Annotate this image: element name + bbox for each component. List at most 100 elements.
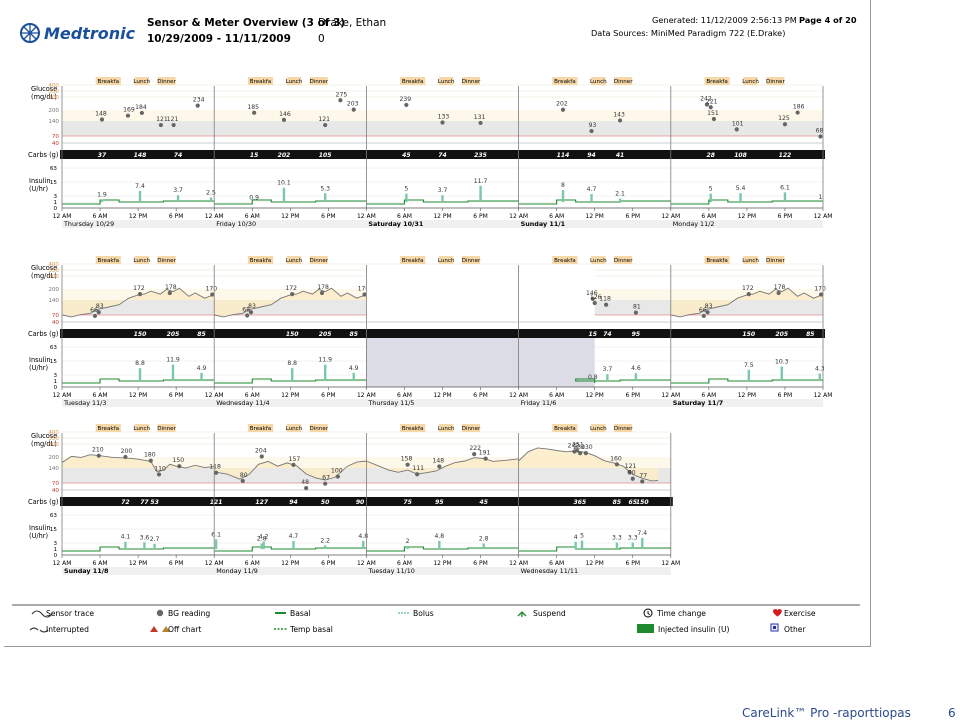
day-label-strip bbox=[214, 399, 367, 407]
carbs-value: 85 bbox=[613, 499, 621, 506]
glucose-axis-label: Glucose bbox=[31, 432, 57, 440]
bg-reading-point bbox=[156, 472, 162, 477]
time-tick-label: 12 AM bbox=[205, 560, 224, 567]
bg-reading-label: 172 bbox=[133, 285, 145, 292]
meal-label-bg bbox=[95, 424, 121, 432]
bg-reading-point bbox=[148, 458, 153, 463]
insulin-tick-label: 0 bbox=[53, 553, 57, 559]
bolus-bar bbox=[262, 541, 265, 549]
bg-reading-label: 170 bbox=[205, 286, 217, 293]
meal-label: Breakfa bbox=[98, 258, 120, 264]
bolus-value: 4.7 bbox=[289, 533, 299, 540]
sensor-trace-icon bbox=[31, 610, 53, 618]
bolus-value: 7.4 bbox=[637, 530, 647, 537]
time-tick-label: 6 PM bbox=[321, 392, 336, 399]
glucose-tick-label: 300 bbox=[48, 95, 59, 101]
basal-line bbox=[214, 546, 367, 552]
bolus-bar bbox=[747, 369, 751, 381]
bolus-bar bbox=[574, 541, 577, 549]
bolus-bar bbox=[618, 198, 622, 202]
bolus-bar bbox=[292, 541, 295, 549]
bg-reading-label: 170 bbox=[814, 286, 826, 293]
sensor-area bbox=[214, 461, 367, 480]
legend-other-label: Other bbox=[784, 625, 806, 634]
meal-label: Dinner bbox=[462, 258, 481, 264]
glucose-tick-label: 40 bbox=[52, 488, 60, 494]
suspend-icon bbox=[517, 611, 527, 617]
glucose-tick-label: 70 bbox=[52, 313, 60, 319]
bg-reading-point bbox=[711, 116, 717, 122]
meal-label-bg bbox=[95, 256, 121, 264]
bg-reading-label: 170 bbox=[358, 286, 370, 293]
carbs-value: 94 bbox=[587, 152, 595, 159]
glucose-tick-label: 300 bbox=[48, 274, 59, 280]
carbs-value: 50 bbox=[321, 499, 330, 506]
carbs-value: 65 bbox=[578, 499, 586, 506]
bg-reading-point bbox=[123, 454, 128, 460]
no-data-region bbox=[366, 338, 519, 387]
bolus-bar bbox=[634, 373, 638, 381]
meal-label-bg bbox=[591, 256, 606, 264]
meal-label-bg bbox=[462, 424, 480, 432]
bg-reading-label: 242 bbox=[700, 96, 712, 103]
bolus-bar bbox=[818, 373, 822, 381]
day-label: Friday 10/30 bbox=[216, 220, 256, 228]
basal-line bbox=[670, 199, 823, 205]
bg-reading-point bbox=[818, 292, 824, 297]
bolus-value: 10.1 bbox=[277, 180, 291, 187]
meal-label-bg bbox=[438, 424, 454, 432]
bg-reading-label: 234 bbox=[193, 97, 205, 104]
carbs-value: 77 bbox=[140, 499, 149, 506]
bolus-value: 6.1 bbox=[780, 184, 790, 191]
time-tick-label: 6 PM bbox=[625, 560, 640, 567]
bg-reading-point bbox=[351, 107, 356, 112]
glucose-unit-label: (mg/dL) bbox=[31, 272, 57, 280]
bg-reading-label: 67 bbox=[322, 475, 330, 482]
bolus-bar bbox=[482, 543, 485, 549]
bolus-bar bbox=[291, 368, 294, 381]
meal-label: Breakfa bbox=[250, 79, 272, 85]
legend-bolus-label: Bolus bbox=[413, 609, 434, 618]
meal-label-bg bbox=[552, 77, 578, 85]
carbs-value: 72 bbox=[121, 499, 129, 506]
meal-label: Lunch bbox=[286, 426, 303, 432]
bg-reading-point bbox=[362, 292, 367, 297]
carbs-value: 150 bbox=[742, 331, 755, 338]
no-data-region bbox=[518, 338, 595, 387]
report-date-range: 10/29/2009 - 11/11/2009 bbox=[147, 33, 291, 45]
insulin-tick-label: 15 bbox=[50, 180, 58, 186]
legend-temp-basal: Temp basal bbox=[274, 625, 333, 634]
bg-reading-point bbox=[604, 302, 609, 307]
time-tick-label: 12 AM bbox=[357, 560, 376, 567]
time-tick-label: 6 PM bbox=[321, 213, 336, 220]
insulin-tick-label: 3 bbox=[53, 541, 57, 547]
bg-reading-label: 200 bbox=[121, 448, 133, 455]
legend-suspend-label: Suspend bbox=[533, 609, 566, 618]
bolus-bar bbox=[441, 195, 444, 202]
bg-reading-point bbox=[125, 113, 131, 118]
bg-reading-label: 172 bbox=[742, 285, 754, 292]
meal-label: Breakfa bbox=[98, 79, 120, 85]
legend-exercise: Exercise bbox=[773, 609, 816, 618]
meal-label-bg bbox=[309, 424, 328, 432]
time-tick-label: 6 PM bbox=[778, 213, 793, 220]
bg-reading-label: 186 bbox=[793, 104, 805, 111]
insulin-tick-label: 3 bbox=[53, 373, 57, 379]
bolus-bar bbox=[406, 546, 409, 549]
bolus-value: 0.9 bbox=[249, 195, 259, 202]
bg-reading-label: 184 bbox=[135, 104, 147, 111]
bg-reading-label: 80 bbox=[240, 472, 248, 479]
day-label: Friday 11/6 bbox=[521, 399, 557, 407]
bg-reading-label: 172 bbox=[285, 285, 297, 292]
meal-label: Lunch bbox=[286, 79, 303, 85]
bg-reading-label: 121 bbox=[625, 463, 637, 470]
meal-label-bg bbox=[743, 256, 758, 264]
time-tick-label: 6 PM bbox=[169, 213, 184, 220]
day-panel: Breakfa Lunch Dinner 202 93 143 114 94 41 8 4.7 2.1… bbox=[518, 77, 680, 228]
time-tick-label: 6 AM bbox=[245, 392, 260, 399]
carbs-value: 3 bbox=[574, 499, 578, 506]
bolus-value: 3.7 bbox=[173, 187, 183, 194]
bolus-value: 3.7 bbox=[438, 187, 448, 194]
carbs-value: 65 bbox=[629, 499, 637, 506]
carbs-value: 45 bbox=[402, 152, 410, 159]
